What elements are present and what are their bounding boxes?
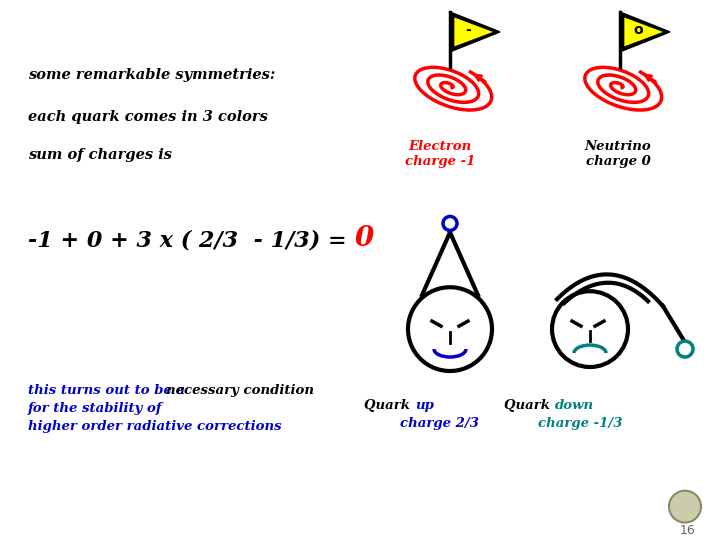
Text: down: down (555, 399, 594, 412)
Text: Neutrino
charge 0: Neutrino charge 0 (585, 140, 652, 167)
Text: -1 + 0 + 3 x ( 2/3  - 1/3) =: -1 + 0 + 3 x ( 2/3 - 1/3) = (28, 230, 354, 252)
Text: -: - (465, 23, 471, 37)
Text: sum of charges is: sum of charges is (28, 147, 172, 161)
Text: 0: 0 (355, 225, 374, 252)
Text: Quark: Quark (505, 399, 555, 412)
Text: for the stability of: for the stability of (28, 402, 163, 415)
Text: necessary condition: necessary condition (166, 384, 314, 397)
Text: charge -1/3: charge -1/3 (538, 417, 622, 430)
Text: Quark: Quark (364, 399, 415, 412)
Polygon shape (624, 17, 664, 47)
Text: charge 2/3: charge 2/3 (400, 417, 480, 430)
Text: some remarkable symmetries:: some remarkable symmetries: (28, 68, 275, 82)
Polygon shape (450, 12, 500, 52)
Text: o: o (633, 23, 643, 37)
Polygon shape (620, 12, 670, 52)
Text: higher order radiative corrections: higher order radiative corrections (28, 420, 282, 433)
Polygon shape (454, 17, 494, 47)
Text: 16: 16 (679, 524, 695, 537)
Text: up: up (415, 399, 434, 412)
Text: each quark comes in 3 colors: each quark comes in 3 colors (28, 110, 268, 124)
Text: this turns out to be a: this turns out to be a (28, 384, 190, 397)
Text: Electron
charge -1: Electron charge -1 (405, 140, 475, 167)
Circle shape (669, 491, 701, 523)
